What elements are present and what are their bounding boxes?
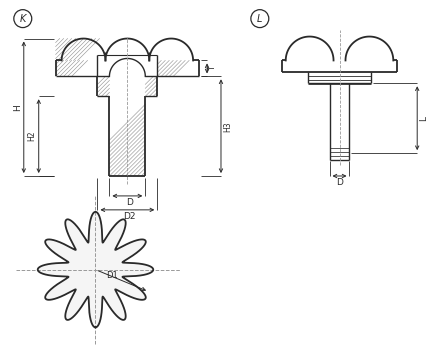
Text: D1: D1 xyxy=(106,271,117,280)
Polygon shape xyxy=(38,212,153,327)
Text: H2: H2 xyxy=(27,131,36,141)
Text: H: H xyxy=(14,104,22,111)
Text: D2: D2 xyxy=(123,212,136,221)
Text: D: D xyxy=(126,198,133,207)
Text: H3: H3 xyxy=(224,121,232,132)
Text: T: T xyxy=(208,66,218,71)
Text: D: D xyxy=(336,179,343,188)
Text: L: L xyxy=(419,116,428,121)
Text: K: K xyxy=(20,14,26,24)
Text: L: L xyxy=(257,14,262,24)
